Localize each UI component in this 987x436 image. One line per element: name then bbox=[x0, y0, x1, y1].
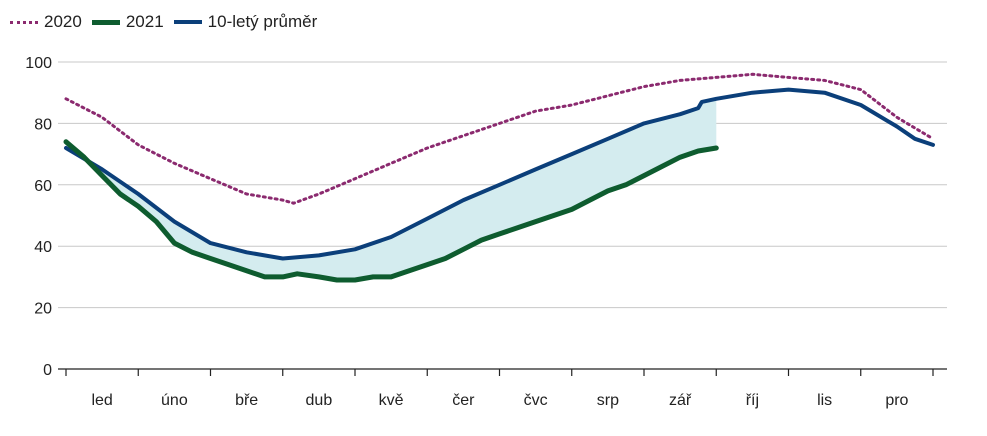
x-tick-label: led bbox=[91, 392, 112, 409]
y-tick-label: 80 bbox=[34, 116, 52, 133]
legend-label-2021: 2021 bbox=[125, 12, 164, 31]
legend-swatch-2020 bbox=[10, 20, 38, 24]
legend-swatch-2021 bbox=[91, 19, 120, 25]
series-lines bbox=[63, 72, 935, 283]
x-tick-label: čvc bbox=[524, 392, 548, 409]
x-tick-label: srp bbox=[597, 392, 619, 409]
x-tick-label: čer bbox=[452, 392, 475, 409]
y-tick-label: 20 bbox=[34, 301, 52, 318]
x-tick-label: úno bbox=[161, 392, 188, 409]
shaded-difference-area bbox=[66, 98, 717, 280]
y-tick-label: 60 bbox=[34, 178, 52, 195]
legend-item-2020: 2020 bbox=[10, 12, 82, 32]
series-line-2020 bbox=[64, 72, 935, 205]
x-tick-label: lis bbox=[817, 392, 832, 409]
x-tick-label: dub bbox=[306, 392, 333, 409]
x-tick-label: pro bbox=[885, 392, 908, 409]
legend-label-average: 10-letý průměr bbox=[207, 12, 318, 31]
y-axis-ticks: 0 20 40 60 80 100 bbox=[25, 55, 52, 379]
chart-legend: 2020 2021 10-letý průměr bbox=[10, 8, 317, 36]
x-tick-label: zář bbox=[669, 392, 692, 409]
x-tick-label: říj bbox=[746, 392, 759, 409]
y-tick-label: 0 bbox=[43, 362, 52, 379]
series-line-2021 bbox=[63, 139, 719, 283]
legend-item-2021: 2021 bbox=[91, 12, 164, 32]
legend-label-2020: 2020 bbox=[44, 12, 82, 31]
x-tick-label: kvě bbox=[379, 392, 404, 409]
legend-swatch-average bbox=[173, 20, 202, 24]
legend-item-average: 10-letý průměr bbox=[173, 12, 318, 32]
series-line-10-let-pr-m-r bbox=[64, 87, 935, 261]
x-tick-label: bře bbox=[235, 392, 258, 409]
shaded-area bbox=[66, 98, 717, 280]
x-axis: led úno bře dub kvě čer čvc srp zář říj lis pro bbox=[58, 368, 947, 409]
y-tick-label: 100 bbox=[25, 55, 52, 72]
y-tick-label: 40 bbox=[34, 239, 52, 256]
